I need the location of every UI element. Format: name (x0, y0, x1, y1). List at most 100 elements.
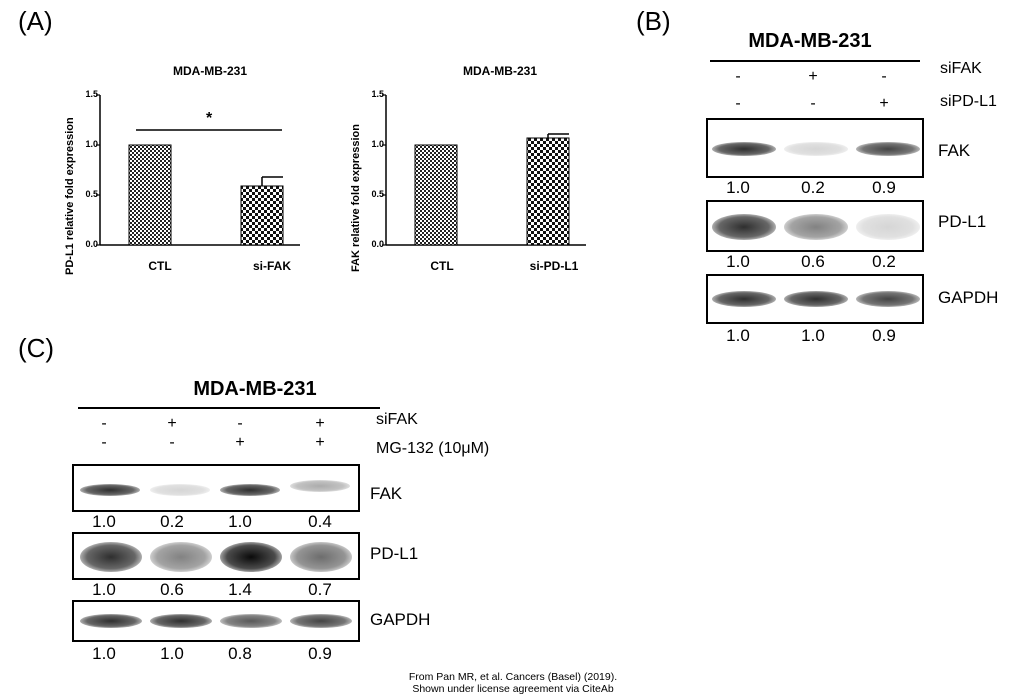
credit-line: From Pan MR, et al. Cancers (Basel) (201… (408, 671, 618, 683)
chart-title: MDA-MB-231 (462, 64, 537, 78)
condition-sign: + (315, 415, 325, 432)
quant-value: 1.0 (726, 326, 750, 345)
quant-value: 0.6 (160, 580, 184, 599)
band (784, 214, 848, 240)
condition-sign: + (315, 434, 325, 451)
panel-label-a: (A) (18, 6, 53, 36)
chart-plot-pdl1 (96, 94, 300, 246)
condition-label: MG-132 (10μM) (376, 440, 490, 457)
y-tick: 0.5 (371, 189, 384, 199)
quant-value: 1.0 (726, 178, 750, 197)
band (80, 542, 142, 572)
quant-value: 0.8 (228, 644, 252, 663)
band (290, 614, 352, 628)
x-category-label: CTL (430, 259, 454, 273)
quant-value: 0.2 (801, 178, 825, 197)
quant-value: 0.6 (801, 252, 825, 271)
title-underline (78, 407, 380, 409)
quant-value: 0.9 (308, 644, 332, 663)
panel-label-c: (C) (18, 333, 55, 363)
quant-value: 0.9 (872, 178, 896, 197)
band (856, 142, 920, 156)
band (856, 291, 920, 307)
band (220, 484, 280, 496)
quant-value: 0.7 (308, 580, 332, 599)
bar (240, 185, 284, 246)
x-category-label: si-FAK (252, 259, 291, 273)
band (150, 484, 210, 496)
y-tick: 0.0 (371, 239, 384, 249)
quant-value: 1.0 (160, 644, 184, 663)
panel-label-b: (B) (636, 6, 671, 36)
condition-sign: - (881, 68, 887, 85)
band (712, 291, 776, 307)
quant-value: 1.0 (801, 326, 825, 345)
protein-label: FAK (370, 484, 403, 503)
protein-label: GAPDH (938, 288, 999, 307)
band (712, 214, 776, 240)
blot-strip-fak (706, 118, 924, 178)
chart-fak: MDA-MB-231 FAK relative fold expression … (330, 0, 630, 290)
band (80, 484, 140, 496)
quant-value: 1.0 (92, 644, 116, 663)
condition-label: siFAK (940, 60, 982, 77)
x-category-label: CTL (148, 259, 172, 273)
condition-sign: - (810, 95, 816, 112)
protein-label: PD-L1 (938, 212, 987, 231)
y-tick: 1.5 (371, 89, 384, 99)
condition-sign: - (735, 68, 741, 85)
band (712, 142, 776, 156)
y-tick: 0.5 (85, 189, 98, 199)
condition-sign: + (879, 95, 889, 112)
blot-title: MDA-MB-231 (193, 378, 317, 400)
blot-strip-pdl1 (72, 532, 360, 580)
western-blot-c: MDA-MB-231 - + - + siFAK - - + + MG-132 … (60, 378, 580, 668)
bar (128, 144, 172, 246)
chart-pdl1: MDA-MB-231 PD-L1 relative fold expressio… (0, 0, 330, 290)
y-tick: 1.0 (371, 139, 384, 149)
protein-label: FAK (938, 141, 971, 160)
blot-strip-gapdh (706, 274, 924, 324)
y-tick: 0.0 (85, 239, 98, 249)
quant-value: 0.9 (872, 326, 896, 345)
condition-sign: - (169, 434, 175, 451)
condition-sign: + (808, 68, 818, 85)
blot-strip-gapdh (72, 600, 360, 642)
protein-label: GAPDH (370, 610, 431, 629)
blot-strip-pdl1 (706, 200, 924, 252)
y-tick: 1.5 (85, 89, 98, 99)
bar (414, 144, 458, 246)
band (220, 614, 282, 628)
band (80, 614, 142, 628)
quant-value: 0.2 (160, 512, 184, 531)
quant-value: 0.2 (872, 252, 896, 271)
condition-label: siPD-L1 (940, 93, 997, 110)
condition-sign: + (235, 434, 245, 451)
condition-sign: + (167, 415, 177, 432)
band (150, 542, 212, 572)
image-credit: From Pan MR, et al. Cancers (Basel) (201… (363, 671, 663, 695)
condition-sign: - (101, 434, 107, 451)
chart-title: MDA-MB-231 (172, 64, 247, 78)
band (784, 142, 848, 156)
western-blot-b: MDA-MB-231 - + - siFAK - - + siPD-L1 FAK… (690, 30, 1026, 360)
quant-value: 1.0 (228, 512, 252, 531)
condition-label: siFAK (376, 411, 418, 428)
quant-value: 1.0 (92, 580, 116, 599)
credit-line: Shown under license agreement via CiteAb (412, 683, 614, 695)
quant-value: 1.4 (228, 580, 252, 599)
condition-sign: - (237, 415, 243, 432)
blot-strip-fak (72, 464, 360, 512)
bar (526, 137, 570, 246)
band (290, 480, 350, 492)
band (784, 291, 848, 307)
blot-title: MDA-MB-231 (748, 30, 872, 52)
condition-sign: - (735, 95, 741, 112)
condition-sign: - (101, 415, 107, 432)
quant-value: 0.4 (308, 512, 332, 531)
x-category-label: si-PD-L1 (529, 259, 579, 273)
band (856, 214, 920, 240)
title-underline (710, 60, 920, 62)
band (290, 542, 352, 572)
y-tick: 1.0 (85, 139, 98, 149)
